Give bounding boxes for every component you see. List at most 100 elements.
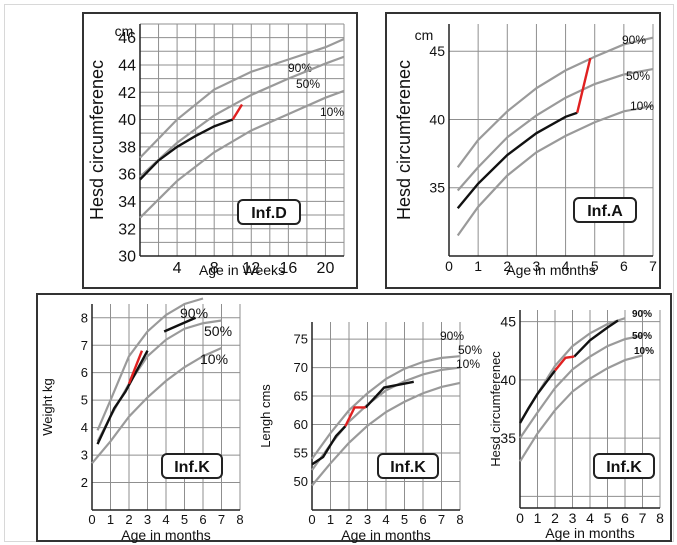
percentile-curve-10 xyxy=(519,354,643,462)
x-tick-label: 7 xyxy=(639,510,647,526)
x-tick-label: 2 xyxy=(503,258,511,274)
y-tick-label: 34 xyxy=(118,194,136,211)
x-tick-label: 5 xyxy=(401,512,408,527)
x-tick-label: 3 xyxy=(144,512,151,527)
chart-title: Inf.K xyxy=(174,459,210,476)
x-tick-label: 5 xyxy=(604,510,612,526)
x-tick-label: 2 xyxy=(551,510,559,526)
x-tick-label: 2 xyxy=(125,512,132,527)
x-tick-label: 0 xyxy=(308,512,315,527)
chart-title: Inf.A xyxy=(587,203,623,220)
x-tick-label: 5 xyxy=(181,512,188,527)
y-tick-label: 35 xyxy=(500,430,516,446)
x-axis-label: Age in months xyxy=(341,527,431,543)
patient-curve xyxy=(139,118,234,181)
x-tick-label: 4 xyxy=(586,510,594,526)
patient-curve xyxy=(163,316,197,333)
x-tick-label: 1 xyxy=(327,512,334,527)
title-badge xyxy=(237,199,301,225)
x-tick-label: 16 xyxy=(279,260,297,277)
y-tick-label: 42 xyxy=(118,85,136,102)
y-axis-label: Hesd circumferenec xyxy=(488,351,503,467)
percentile-label-50: 50% xyxy=(458,343,482,357)
x-axis-label: Age in months xyxy=(506,262,596,278)
y-tick-label: 44 xyxy=(118,58,136,75)
percentile-curve-90 xyxy=(311,355,461,460)
percentile-label-50: 50% xyxy=(626,69,650,83)
x-tick-label: 6 xyxy=(199,512,206,527)
patient-curve xyxy=(518,369,556,424)
percentile-label-90: 90% xyxy=(440,329,464,343)
x-axis-label: Age in months xyxy=(545,525,635,541)
percentile-curve-50 xyxy=(456,67,654,192)
x-tick-label: 4 xyxy=(173,260,182,277)
x-tick-label: 3 xyxy=(533,258,541,274)
percentile-label-10: 10% xyxy=(634,346,654,357)
patient-curve xyxy=(311,425,347,466)
y-tick-label: 40 xyxy=(118,112,136,129)
y-axis-label: Hesd circumferenec xyxy=(87,60,107,220)
y-tick-label: 36 xyxy=(118,167,136,184)
x-tick-label: 6 xyxy=(620,258,628,274)
y-tick-label: 45 xyxy=(500,314,516,330)
x-tick-label: 0 xyxy=(516,510,524,526)
x-tick-label: 8 xyxy=(236,512,243,527)
x-tick-label: 1 xyxy=(474,258,482,274)
y-tick-label: 40 xyxy=(500,372,516,388)
patient-curve xyxy=(96,350,149,445)
y-tick-label: 60 xyxy=(294,417,308,432)
abnormal-segment xyxy=(231,103,244,121)
percentile-curve-10 xyxy=(311,381,461,487)
percentile-label-10: 10% xyxy=(200,351,228,367)
y-tick-label: 7 xyxy=(81,338,88,353)
x-tick-label: 7 xyxy=(218,512,225,527)
x-tick-label: 4 xyxy=(162,512,169,527)
abnormal-segment xyxy=(344,406,366,427)
x-tick-label: 7 xyxy=(649,258,657,274)
percentile-curve-90 xyxy=(456,36,654,168)
x-axis-label: Age in months xyxy=(121,527,211,543)
x-tick-label: 20 xyxy=(317,260,335,277)
chart-title: Inf.D xyxy=(251,205,287,222)
percentile-label-10: 10% xyxy=(630,99,654,113)
x-tick-label: 7 xyxy=(438,512,445,527)
y-axis-label: Lengh cms xyxy=(258,384,273,448)
y-tick-label: 6 xyxy=(81,365,88,380)
percentile-label-90: 90% xyxy=(622,33,646,47)
y-tick-label: 70 xyxy=(294,360,308,375)
unit-label: cm xyxy=(115,23,134,39)
y-axis-label: Hesd circumferenec xyxy=(394,60,414,220)
patient-curve xyxy=(364,380,414,409)
abnormal-segment xyxy=(576,57,592,113)
abnormal-segment xyxy=(554,355,575,372)
y-tick-label: 30 xyxy=(118,249,136,266)
x-tick-label: 8 xyxy=(456,512,463,527)
percentile-label-90: 90% xyxy=(180,305,208,321)
x-tick-label: 1 xyxy=(107,512,114,527)
y-tick-label: 65 xyxy=(294,389,308,404)
y-tick-label: 2 xyxy=(81,475,88,490)
x-tick-label: 0 xyxy=(445,258,453,274)
y-tick-label: 46 xyxy=(118,30,136,47)
x-axis-label: Age in Weeks xyxy=(199,262,285,278)
chart-title: Inf.K xyxy=(606,459,642,476)
x-tick-label: 3 xyxy=(569,510,577,526)
x-tick-label: 1 xyxy=(534,510,542,526)
y-tick-label: 38 xyxy=(118,139,136,156)
y-tick-label: 50 xyxy=(294,474,308,489)
patient-curve xyxy=(456,111,578,210)
x-tick-label: 6 xyxy=(621,510,629,526)
percentile-curve-50 xyxy=(139,55,345,178)
title-badge xyxy=(593,453,655,479)
percentile-curve-10 xyxy=(139,89,345,219)
y-axis-label: Weight kg xyxy=(40,378,55,436)
unit-label: cm xyxy=(415,27,434,43)
percentile-curve-10 xyxy=(456,104,654,237)
y-tick-label: 32 xyxy=(118,221,136,238)
percentile-label-90: 90% xyxy=(632,309,652,320)
x-tick-label: 8 xyxy=(210,260,219,277)
percentile-curve-90 xyxy=(139,38,345,159)
